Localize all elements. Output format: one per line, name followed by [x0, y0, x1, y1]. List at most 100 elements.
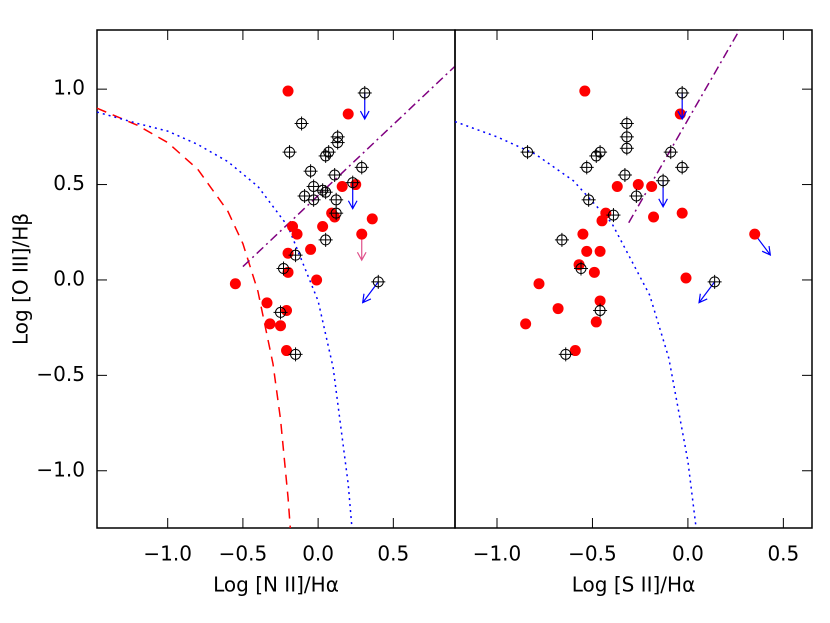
data-point: [619, 169, 631, 181]
data-point: [577, 228, 589, 240]
data-point: [311, 274, 323, 286]
data-point: [282, 266, 294, 278]
x-tick-label: −0.5: [568, 542, 617, 566]
data-point: [275, 306, 287, 318]
data-point: [552, 303, 564, 315]
x-tick-label: −1.0: [143, 542, 192, 566]
data-point: [665, 146, 677, 158]
data-point: [282, 247, 294, 259]
data-point: [709, 276, 721, 288]
data-point: [320, 186, 332, 198]
data-point: [329, 169, 341, 181]
data-point: [646, 180, 658, 192]
x-tick-label: −0.5: [219, 542, 268, 566]
data-point: [281, 304, 293, 316]
data-point: [299, 190, 311, 202]
data-point: [323, 146, 335, 158]
data-point: [347, 177, 359, 189]
data-point: [611, 180, 623, 192]
limit-arrow: [698, 281, 716, 304]
data-point: [680, 272, 692, 284]
data-point: [290, 348, 302, 360]
data-point: [594, 295, 606, 307]
data-point: [581, 245, 593, 257]
data-point: [594, 304, 606, 316]
data-point: [317, 184, 329, 196]
data-point: [590, 316, 602, 328]
data-point: [329, 211, 341, 223]
y-tick-label: 1.0: [53, 76, 85, 100]
data-point: [282, 85, 294, 97]
reference-curve: [628, 29, 741, 224]
x-tick-label: 0.0: [302, 542, 334, 566]
data-point: [674, 108, 686, 120]
data-point: [317, 221, 329, 233]
data-point: [350, 179, 362, 191]
x-tick-label: 0.5: [767, 542, 799, 566]
data-point: [749, 228, 761, 240]
data-point: [308, 180, 320, 192]
x-tick-label: −1.0: [473, 542, 522, 566]
data-point: [579, 85, 591, 97]
data-point: [648, 211, 660, 223]
y-tick-label: −0.5: [36, 362, 85, 386]
data-point: [281, 345, 293, 357]
data-point: [275, 320, 287, 332]
data-point: [520, 318, 532, 330]
plot-frame: [96, 29, 456, 529]
y-axis-label: Log [O III]/Hβ: [9, 213, 33, 345]
data-point: [581, 161, 593, 173]
data-point: [621, 142, 633, 154]
data-point: [621, 117, 633, 129]
data-point: [583, 194, 595, 206]
data-point: [569, 345, 581, 357]
data-point: [229, 278, 241, 290]
y-tick-label: −1.0: [36, 457, 85, 481]
data-point: [676, 161, 688, 173]
data-point: [632, 179, 644, 191]
data-point: [560, 348, 572, 360]
data-point: [594, 146, 606, 158]
data-point: [342, 108, 354, 120]
y-tick-label: 0.5: [53, 171, 85, 195]
plot-frame: [454, 29, 813, 529]
data-point: [607, 209, 619, 221]
data-point: [305, 243, 317, 255]
reference-curve: [242, 65, 456, 268]
data-point: [366, 213, 378, 225]
data-point: [291, 228, 303, 240]
data-point: [359, 87, 371, 99]
data-point: [533, 278, 545, 290]
data-point: [594, 245, 606, 257]
data-point: [657, 175, 669, 187]
data-point: [320, 150, 332, 162]
data-point: [330, 194, 342, 206]
data-point: [590, 150, 602, 162]
data-point: [556, 234, 568, 246]
data-point: [630, 190, 642, 202]
data-point: [296, 117, 308, 129]
x-tick-label: 0.5: [377, 542, 409, 566]
data-point: [676, 207, 688, 219]
data-point: [290, 249, 302, 261]
data-point: [575, 263, 587, 275]
data-point: [356, 228, 368, 240]
data-point: [356, 161, 368, 173]
data-point: [336, 180, 348, 192]
data-point: [600, 207, 612, 219]
data-point: [332, 137, 344, 149]
data-point: [308, 194, 320, 206]
x-axis-label: Log [N II]/Hα: [213, 573, 339, 597]
x-tick-label: 0.0: [672, 542, 704, 566]
data-point: [522, 146, 534, 158]
data-point: [284, 146, 296, 158]
data-point: [264, 318, 276, 330]
data-point: [676, 87, 688, 99]
data-point: [330, 207, 342, 219]
reference-curve: [96, 107, 292, 529]
data-point: [278, 263, 290, 275]
y-tick-label: 0.0: [53, 266, 85, 290]
data-point: [320, 234, 332, 246]
data-point: [588, 266, 600, 278]
